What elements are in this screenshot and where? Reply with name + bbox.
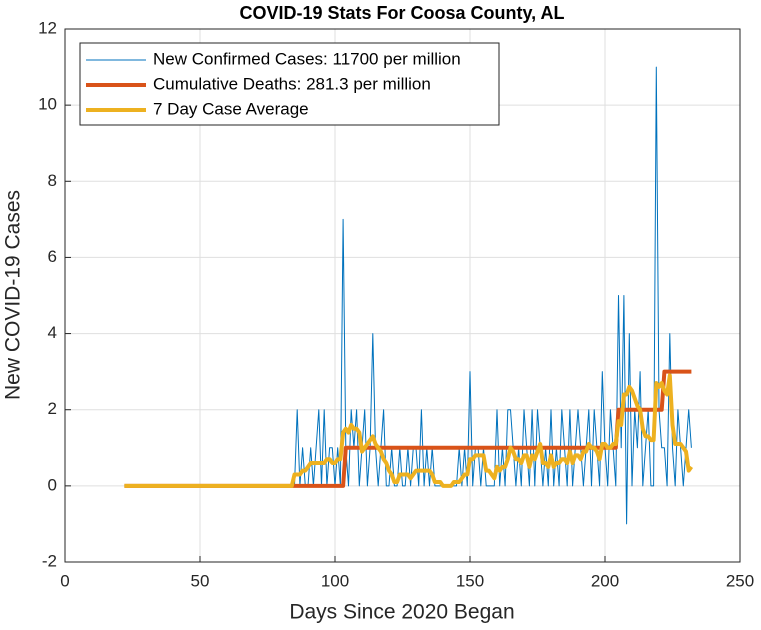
x-tick-label: 0	[60, 571, 69, 590]
series-line	[124, 373, 694, 488]
x-tick-label: 50	[191, 571, 210, 590]
y-tick-label: 8	[48, 171, 57, 190]
y-axis-label: New COVID-19 Cases	[2, 190, 25, 400]
lines	[124, 66, 694, 525]
y-tick-label: 6	[48, 247, 57, 266]
legend-label: New Confirmed Cases: 11700 per million	[153, 49, 461, 68]
y-tick-label: 4	[48, 323, 57, 342]
y-tick-label: 12	[38, 18, 57, 37]
legend-box	[79, 42, 500, 126]
y-tick-label: 10	[38, 95, 57, 114]
y-tick-label: 0	[48, 475, 57, 494]
legend: New Confirmed Cases: 11700 per million Cu…	[79, 42, 500, 126]
y-tick-label: -2	[42, 551, 57, 570]
axes-box	[64, 28, 741, 563]
x-axis-label: Days Since 2020 Began	[289, 601, 514, 624]
chart-title: COVID-19 Stats For Coosa County, AL	[239, 3, 564, 23]
x-tick-label: 100	[321, 571, 349, 590]
legend-label: 7 Day Case Average	[153, 99, 309, 118]
x-tick-label: 150	[456, 571, 484, 590]
x-tick-label: 200	[591, 571, 619, 590]
y-tick-label: 2	[48, 399, 57, 418]
legend-label: Cumulative Deaths: 281.3 per million	[153, 74, 431, 93]
x-tick-label: 250	[726, 571, 754, 590]
